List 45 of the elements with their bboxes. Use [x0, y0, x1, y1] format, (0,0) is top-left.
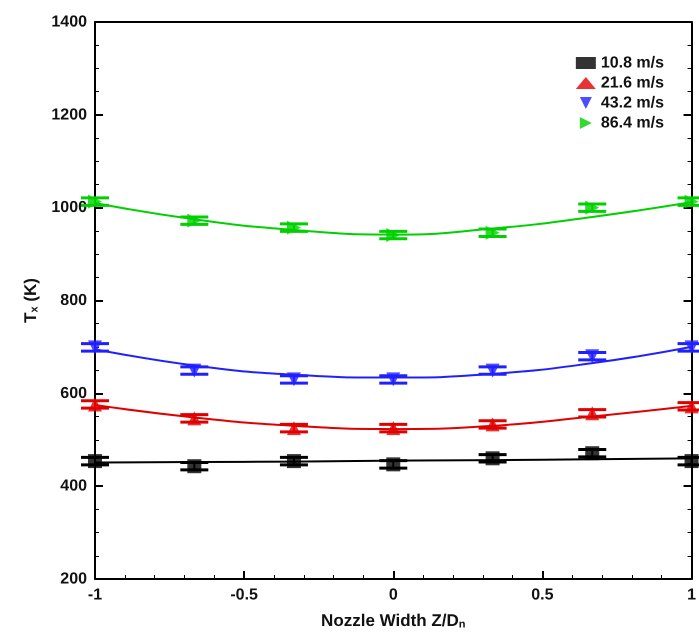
y-tick-label: 1400: [51, 14, 88, 30]
y-tick-label: 200: [60, 570, 88, 588]
y-tick-label: 600: [60, 384, 88, 402]
y-axis-title: Tx (K): [21, 278, 40, 323]
point: [486, 226, 500, 240]
x-tick-label: -0.5: [230, 586, 258, 604]
point: [585, 200, 600, 215]
point: [684, 399, 699, 414]
legend-label: 86.4 m/s: [600, 114, 664, 132]
point: [684, 454, 699, 468]
point: [286, 220, 301, 235]
point: [684, 340, 699, 354]
point: [187, 459, 202, 474]
legend-label: 10.8 m/s: [600, 54, 664, 72]
point: [286, 454, 301, 468]
point: [486, 364, 500, 378]
point: [187, 214, 202, 228]
legend-label: 43.2 m/s: [600, 94, 664, 112]
x-tick-label: 1: [687, 586, 696, 604]
point: [585, 406, 600, 420]
point: [386, 457, 400, 472]
point: [386, 372, 400, 386]
x-tick-label: 0.5: [531, 586, 554, 604]
x-tick-label: 0: [388, 586, 398, 604]
legend-label: 21.6 m/s: [600, 74, 664, 92]
point: [486, 417, 500, 432]
y-tick-label: 1200: [51, 106, 88, 124]
point: [88, 454, 102, 468]
point: [386, 228, 400, 242]
point: [286, 421, 301, 436]
point: [187, 364, 202, 378]
point: [386, 421, 400, 436]
point: [684, 194, 699, 209]
y-tick-label: 400: [60, 478, 88, 495]
point: [88, 397, 102, 412]
x-tick-label: -1: [88, 586, 102, 604]
point: [486, 451, 500, 466]
point: [88, 194, 102, 209]
point: [585, 446, 600, 460]
y-tick-label: 1000: [51, 199, 88, 216]
point: [187, 411, 202, 426]
point: [585, 349, 600, 364]
point: [88, 340, 102, 354]
point: [286, 372, 301, 386]
y-tick-label: 800: [60, 292, 88, 309]
